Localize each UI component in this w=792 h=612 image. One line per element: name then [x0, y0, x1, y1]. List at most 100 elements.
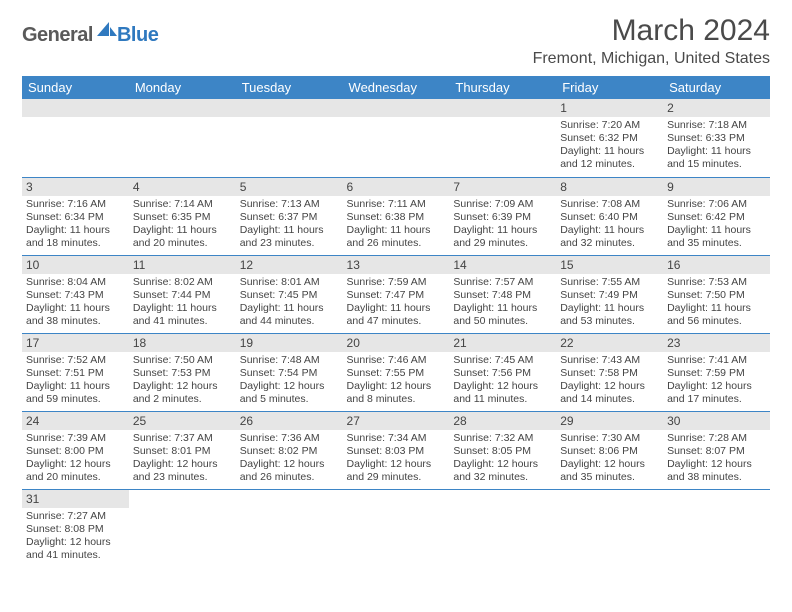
calendar-cell: 1Sunrise: 7:20 AMSunset: 6:32 PMDaylight…	[556, 99, 663, 177]
day-content: Sunrise: 7:14 AMSunset: 6:35 PMDaylight:…	[129, 196, 236, 254]
day-line: Daylight: 11 hours	[667, 145, 766, 158]
calendar-cell: 29Sunrise: 7:30 AMSunset: 8:06 PMDayligh…	[556, 411, 663, 489]
day-number: 4	[129, 178, 236, 196]
day-line: Sunset: 8:03 PM	[347, 445, 446, 458]
logo-sail-icon	[97, 20, 117, 41]
calendar-cell: 17Sunrise: 7:52 AMSunset: 7:51 PMDayligh…	[22, 333, 129, 411]
location: Fremont, Michigan, United States	[533, 50, 770, 68]
logo: General Blue	[22, 20, 158, 51]
calendar-cell: 10Sunrise: 8:04 AMSunset: 7:43 PMDayligh…	[22, 255, 129, 333]
day-line: Sunset: 7:47 PM	[347, 289, 446, 302]
day-line: Sunrise: 7:20 AM	[560, 119, 659, 132]
day-number: 9	[663, 178, 770, 196]
day-line: Sunrise: 7:52 AM	[26, 354, 125, 367]
day-line: Sunrise: 7:13 AM	[240, 198, 339, 211]
calendar-cell	[236, 99, 343, 177]
calendar-cell: 21Sunrise: 7:45 AMSunset: 7:56 PMDayligh…	[449, 333, 556, 411]
day-header: Monday	[129, 76, 236, 99]
day-content: Sunrise: 7:59 AMSunset: 7:47 PMDaylight:…	[343, 274, 450, 332]
day-content: Sunrise: 8:01 AMSunset: 7:45 PMDaylight:…	[236, 274, 343, 332]
calendar-cell	[129, 99, 236, 177]
day-content: Sunrise: 7:09 AMSunset: 6:39 PMDaylight:…	[449, 196, 556, 254]
day-line: Daylight: 12 hours	[347, 458, 446, 471]
day-line: Sunset: 6:42 PM	[667, 211, 766, 224]
day-line: Sunrise: 7:28 AM	[667, 432, 766, 445]
calendar-cell: 20Sunrise: 7:46 AMSunset: 7:55 PMDayligh…	[343, 333, 450, 411]
day-number: 8	[556, 178, 663, 196]
calendar-cell	[449, 99, 556, 177]
day-line: Sunset: 7:50 PM	[667, 289, 766, 302]
day-line: Daylight: 11 hours	[560, 145, 659, 158]
day-number: 14	[449, 256, 556, 274]
day-number: 10	[22, 256, 129, 274]
calendar-cell: 30Sunrise: 7:28 AMSunset: 8:07 PMDayligh…	[663, 411, 770, 489]
day-line: Sunset: 6:35 PM	[133, 211, 232, 224]
day-line: Sunrise: 7:34 AM	[347, 432, 446, 445]
day-line: Sunrise: 7:41 AM	[667, 354, 766, 367]
day-number: 18	[129, 334, 236, 352]
calendar-cell	[343, 99, 450, 177]
day-content: Sunrise: 7:52 AMSunset: 7:51 PMDaylight:…	[22, 352, 129, 410]
day-number: 26	[236, 412, 343, 430]
day-line: Sunrise: 8:04 AM	[26, 276, 125, 289]
day-line: Sunrise: 7:18 AM	[667, 119, 766, 132]
calendar-cell: 26Sunrise: 7:36 AMSunset: 8:02 PMDayligh…	[236, 411, 343, 489]
day-line: and 20 minutes.	[133, 237, 232, 250]
day-line: Sunset: 8:02 PM	[240, 445, 339, 458]
calendar-cell: 9Sunrise: 7:06 AMSunset: 6:42 PMDaylight…	[663, 177, 770, 255]
day-line: Daylight: 11 hours	[26, 380, 125, 393]
day-content: Sunrise: 7:27 AMSunset: 8:08 PMDaylight:…	[22, 508, 129, 566]
day-number: 31	[22, 490, 129, 508]
day-line: Daylight: 11 hours	[667, 302, 766, 315]
day-number: 27	[343, 412, 450, 430]
day-line: Sunset: 6:33 PM	[667, 132, 766, 145]
day-line: and 29 minutes.	[347, 471, 446, 484]
day-line: Sunset: 8:01 PM	[133, 445, 232, 458]
calendar-cell: 5Sunrise: 7:13 AMSunset: 6:37 PMDaylight…	[236, 177, 343, 255]
calendar-cell: 4Sunrise: 7:14 AMSunset: 6:35 PMDaylight…	[129, 177, 236, 255]
day-header: Thursday	[449, 76, 556, 99]
calendar-cell	[556, 489, 663, 567]
day-line: Sunrise: 7:43 AM	[560, 354, 659, 367]
calendar-cell: 25Sunrise: 7:37 AMSunset: 8:01 PMDayligh…	[129, 411, 236, 489]
day-number-empty	[22, 99, 129, 117]
day-line: Sunrise: 7:50 AM	[133, 354, 232, 367]
day-line: and 38 minutes.	[26, 315, 125, 328]
day-line: Daylight: 12 hours	[453, 458, 552, 471]
day-line: Sunset: 7:56 PM	[453, 367, 552, 380]
day-header: Saturday	[663, 76, 770, 99]
calendar-cell: 19Sunrise: 7:48 AMSunset: 7:54 PMDayligh…	[236, 333, 343, 411]
title-block: March 2024 Fremont, Michigan, United Sta…	[533, 14, 770, 68]
day-content: Sunrise: 7:18 AMSunset: 6:33 PMDaylight:…	[663, 117, 770, 175]
calendar-cell: 3Sunrise: 7:16 AMSunset: 6:34 PMDaylight…	[22, 177, 129, 255]
day-line: Sunset: 7:44 PM	[133, 289, 232, 302]
day-number: 1	[556, 99, 663, 117]
day-number: 16	[663, 256, 770, 274]
calendar-cell: 8Sunrise: 7:08 AMSunset: 6:40 PMDaylight…	[556, 177, 663, 255]
calendar-cell: 12Sunrise: 8:01 AMSunset: 7:45 PMDayligh…	[236, 255, 343, 333]
day-number: 2	[663, 99, 770, 117]
day-content: Sunrise: 8:02 AMSunset: 7:44 PMDaylight:…	[129, 274, 236, 332]
day-number-empty	[343, 99, 450, 117]
day-line: Sunset: 6:34 PM	[26, 211, 125, 224]
day-line: Sunset: 6:39 PM	[453, 211, 552, 224]
day-line: and 29 minutes.	[453, 237, 552, 250]
day-line: Sunrise: 7:57 AM	[453, 276, 552, 289]
day-number: 28	[449, 412, 556, 430]
day-line: Sunrise: 7:37 AM	[133, 432, 232, 445]
day-number: 25	[129, 412, 236, 430]
day-content: Sunrise: 7:13 AMSunset: 6:37 PMDaylight:…	[236, 196, 343, 254]
day-line: Daylight: 12 hours	[560, 458, 659, 471]
day-line: and 8 minutes.	[347, 393, 446, 406]
day-content: Sunrise: 7:28 AMSunset: 8:07 PMDaylight:…	[663, 430, 770, 488]
day-number-empty	[236, 99, 343, 117]
day-line: Sunrise: 8:02 AM	[133, 276, 232, 289]
day-line: Sunset: 6:38 PM	[347, 211, 446, 224]
day-line: Sunset: 8:06 PM	[560, 445, 659, 458]
day-number: 3	[22, 178, 129, 196]
day-line: and 23 minutes.	[240, 237, 339, 250]
day-content: Sunrise: 7:48 AMSunset: 7:54 PMDaylight:…	[236, 352, 343, 410]
day-number: 30	[663, 412, 770, 430]
day-line: Sunset: 7:48 PM	[453, 289, 552, 302]
calendar-cell	[343, 489, 450, 567]
